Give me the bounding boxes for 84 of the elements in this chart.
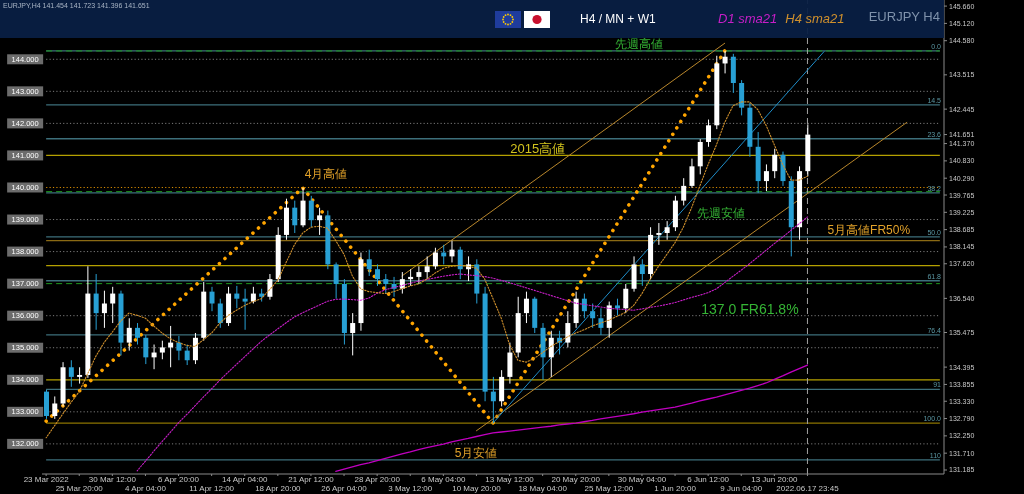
candlestick bbox=[606, 301, 612, 339]
candlestick bbox=[432, 247, 438, 270]
x-tick-label: 9 Jun 04:00 bbox=[720, 484, 763, 493]
x-tick-label: 2022.06.17 23:45 bbox=[776, 484, 840, 493]
candlestick bbox=[317, 207, 323, 236]
annotation: 137.0 FR61.8% bbox=[701, 300, 799, 317]
candlestick bbox=[242, 288, 248, 331]
annotation: 4月高値 bbox=[304, 166, 348, 181]
candlestick bbox=[110, 286, 116, 324]
annotation: 5月高値FR50% bbox=[827, 222, 911, 237]
candlestick bbox=[548, 330, 554, 378]
candlestick bbox=[52, 395, 58, 420]
candlestick bbox=[383, 273, 389, 295]
x-tick-label: 13 Jun 20:00 bbox=[751, 475, 799, 484]
x-tick-label: 3 May 12:00 bbox=[388, 484, 433, 493]
x-tick-label: 4 Apr 04:00 bbox=[124, 484, 167, 493]
candlestick bbox=[143, 334, 149, 365]
candlestick bbox=[77, 366, 83, 385]
candlestick bbox=[424, 255, 430, 280]
x-tick-label: 13 May 12:00 bbox=[485, 475, 535, 484]
candlestick bbox=[565, 310, 571, 348]
x-tick-label: 14 Apr 04:00 bbox=[222, 475, 268, 484]
line-series bbox=[45, 101, 809, 439]
x-tick-label: 6 May 04:00 bbox=[421, 475, 466, 484]
x-tick-label: 26 Apr 04:00 bbox=[321, 484, 368, 493]
candlestick bbox=[159, 340, 165, 360]
text: EURJPY H4 bbox=[868, 9, 940, 24]
candlestick bbox=[68, 359, 74, 388]
candlestick bbox=[333, 261, 339, 300]
x-tick-label: 6 Apr 20:00 bbox=[158, 475, 200, 484]
x-tick-label: 30 Mar 12:00 bbox=[88, 475, 137, 484]
x-tick-label: 20 May 20:00 bbox=[551, 475, 601, 484]
x-tick-label: 1 Jun 20:00 bbox=[654, 484, 697, 493]
candlestick bbox=[581, 293, 587, 319]
candlestick bbox=[623, 283, 629, 314]
candlestick bbox=[689, 158, 695, 189]
candlestick bbox=[598, 307, 604, 336]
x-tick-label: 10 May 20:00 bbox=[452, 484, 502, 493]
candlestick bbox=[234, 285, 240, 309]
candlestick bbox=[350, 312, 356, 356]
line-series bbox=[335, 364, 809, 473]
candlestick bbox=[664, 220, 670, 241]
x-tick-label: 30 May 04:00 bbox=[617, 475, 667, 484]
candlestick bbox=[523, 291, 529, 324]
x-tick-label: 25 May 12:00 bbox=[584, 484, 634, 493]
x-tick-label: 25 Mar 20:00 bbox=[55, 484, 104, 493]
candlestick bbox=[93, 273, 99, 331]
candlestick bbox=[292, 200, 298, 234]
x-tick-label: 11 Apr 12:00 bbox=[189, 484, 235, 493]
x-tick-label: 18 Apr 20:00 bbox=[255, 484, 302, 493]
text: D1 sma21 bbox=[718, 11, 778, 26]
candlestick bbox=[135, 322, 141, 346]
x-tick-label: 6 Jun 12:00 bbox=[687, 475, 730, 484]
annotation: 先週安値 bbox=[697, 205, 746, 220]
candlestick bbox=[416, 265, 422, 285]
candlestick bbox=[126, 317, 132, 352]
candlestick bbox=[590, 303, 596, 329]
candlestick bbox=[366, 249, 372, 277]
candlestick bbox=[656, 222, 662, 246]
candlestick bbox=[308, 195, 314, 228]
candlestick bbox=[490, 376, 496, 424]
candlestick bbox=[267, 273, 273, 301]
candlestick bbox=[209, 286, 215, 312]
candlestick bbox=[192, 332, 198, 365]
candlestick bbox=[763, 163, 769, 192]
annotation: 5月安値 bbox=[454, 446, 498, 461]
annotation: 先週高値 bbox=[615, 36, 664, 51]
candlestick bbox=[772, 148, 778, 179]
candlestick bbox=[681, 177, 687, 206]
annotation: H4 / MN + W1 bbox=[580, 12, 656, 26]
x-tick-label: 21 Apr 12:00 bbox=[288, 475, 335, 484]
annotation: 2015高値 bbox=[510, 140, 566, 156]
candlestick bbox=[639, 258, 645, 287]
candlestick bbox=[457, 246, 463, 280]
candlestick bbox=[176, 335, 182, 361]
candlestick bbox=[101, 290, 107, 329]
x-tick-label: 28 Apr 20:00 bbox=[354, 475, 401, 484]
candlestick bbox=[375, 263, 381, 287]
x-tick-label: 18 May 04:00 bbox=[518, 484, 568, 493]
x-tick-label: 23 Mar 2022 bbox=[23, 475, 70, 484]
text: H4 sma21 bbox=[785, 11, 845, 26]
candlestick bbox=[706, 119, 712, 148]
candlestick bbox=[184, 344, 190, 366]
candlestick bbox=[217, 298, 223, 329]
